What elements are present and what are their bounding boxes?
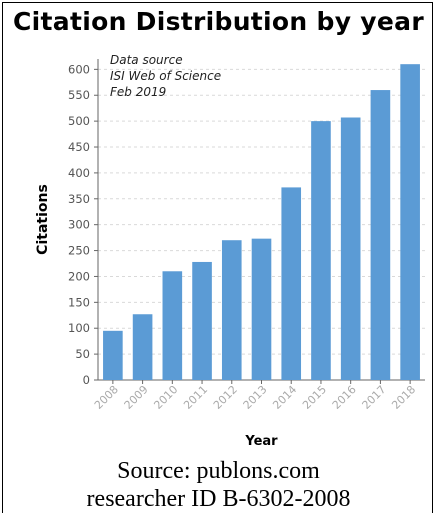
data-source-annotation: Feb 2019: [110, 85, 166, 99]
y-tick-label: 50: [75, 347, 90, 361]
x-tick-label: 2010: [151, 383, 180, 412]
y-tick-label: 250: [68, 244, 90, 258]
caption-researcher-id: researcher ID B-6302-2008: [86, 486, 351, 512]
x-tick-label: 2018: [389, 383, 418, 412]
bar: [340, 117, 361, 381]
x-tick-label: 2013: [241, 383, 270, 412]
bar: [400, 64, 420, 380]
y-tick-label: 200: [68, 269, 90, 283]
x-tick-label: 2015: [300, 383, 329, 412]
bar: [251, 238, 272, 380]
bar: [311, 121, 331, 381]
bar: [103, 330, 123, 380]
y-tick-label: 100: [68, 321, 90, 335]
y-tick-label: 500: [68, 114, 90, 128]
x-tick-label: 2012: [211, 383, 240, 412]
bar: [221, 240, 242, 380]
y-tick-label: 0: [83, 373, 90, 387]
y-tick-label: 550: [68, 88, 90, 102]
bar: [192, 261, 212, 380]
bar: [162, 271, 183, 380]
chart-title: Citation Distribution by year: [13, 7, 424, 36]
bar: [132, 314, 153, 380]
y-tick-label: 450: [68, 140, 90, 154]
chart-frame: Citation Distribution by year 0 50 100 150 2…: [2, 2, 433, 513]
x-tick-label: 2014: [270, 383, 299, 412]
bar: [281, 187, 302, 380]
data-source-annotation: ISI Web of Science: [110, 69, 221, 83]
bar: [370, 90, 391, 380]
caption-source: Source: publons.com: [117, 458, 320, 484]
x-tick-label: 2016: [330, 383, 359, 412]
y-tick-label: 300: [68, 218, 90, 232]
x-axis-label: Year: [244, 434, 278, 449]
x-tick-label: 2008: [92, 383, 121, 412]
x-tick-label: 2017: [360, 383, 389, 412]
x-tick-label: 2009: [122, 383, 151, 412]
y-axis-label: Citations: [35, 184, 51, 255]
y-tick-label: 150: [68, 295, 90, 309]
x-tick-label: 2011: [181, 383, 210, 412]
y-tick-label: 400: [68, 166, 90, 180]
data-source-annotation: Data source: [110, 53, 183, 67]
bar-chart: 0 50 100 150 200 250 300 350 400 450 500 550 600 2008…: [35, 53, 425, 449]
y-tick-label: 600: [68, 62, 90, 76]
y-tick-label: 350: [68, 192, 90, 206]
